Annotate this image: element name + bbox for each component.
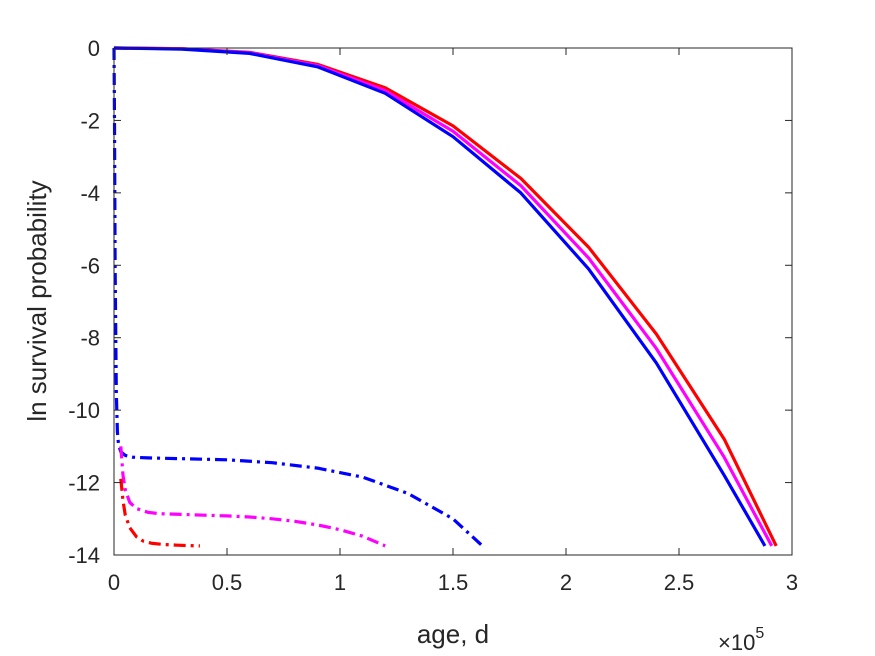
y-tick-label: -10 — [68, 398, 100, 423]
y-tick-label: -12 — [68, 471, 100, 496]
x-tick-label: 1.5 — [438, 570, 469, 595]
y-tick-label: -6 — [80, 253, 100, 278]
series-line-5 — [119, 446, 386, 548]
plot-area — [114, 48, 792, 555]
x-tick-label: 2 — [560, 570, 572, 595]
tick-layer: 0 0.5 1 1.5 2 2.5 3 0 -2 -4 -6 -8 -10 -12 -14 — [68, 36, 798, 595]
y-tick-label: -2 — [80, 108, 100, 133]
x-axis-label: age, d — [417, 619, 489, 649]
x-exponent-power: 5 — [755, 625, 764, 642]
x-exponent-base: ×10 — [718, 630, 755, 655]
y-tick-label: -4 — [80, 181, 100, 206]
x-tick-label: 0 — [108, 570, 120, 595]
x-tick-label: 3 — [786, 570, 798, 595]
x-tick-label: 0.5 — [212, 570, 243, 595]
y-axis-label: ln survival probability — [22, 180, 52, 421]
series-line-4 — [112, 47, 484, 548]
x-exponent-label: ×105 — [718, 625, 764, 655]
y-tick-label: 0 — [88, 36, 100, 61]
y-tick-label: -14 — [68, 543, 100, 568]
y-tick-label: -8 — [80, 326, 100, 351]
x-tick-label: 2.5 — [664, 570, 695, 595]
series-line-6 — [119, 478, 200, 548]
x-tick-label: 1 — [334, 570, 346, 595]
